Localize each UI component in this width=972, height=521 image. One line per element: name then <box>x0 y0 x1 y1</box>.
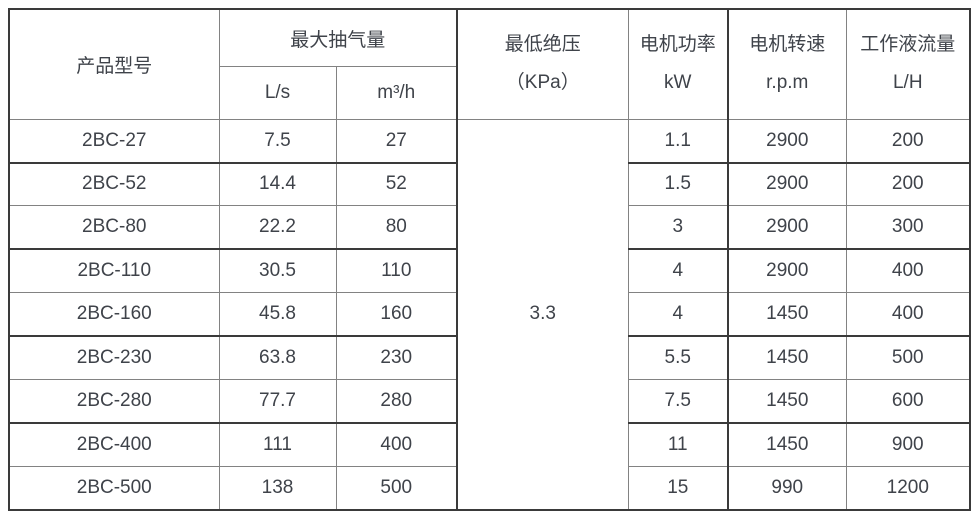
m3h-cell: 160 <box>335 292 459 338</box>
m3h-cell: 52 <box>335 161 459 207</box>
model-cell: 2BC-27 <box>8 118 220 164</box>
flow-cell: 900 <box>845 422 971 467</box>
min-abs-pressure-value-cell: 3.3 <box>456 118 629 511</box>
model-cell: 2BC-230 <box>8 335 220 381</box>
flow-cell: 200 <box>845 161 971 207</box>
ls-cell: 7.5 <box>218 118 337 164</box>
model-cell: 2BC-280 <box>8 379 220 425</box>
motor-speed-label: 电机转速 <box>749 34 826 56</box>
rpm-cell: 1450 <box>727 335 847 381</box>
rpm-cell: 1450 <box>727 422 847 467</box>
col-header-unit-ls: L/s <box>218 66 337 120</box>
rpm-cell: 1450 <box>727 379 847 425</box>
kw-cell: 11 <box>627 422 730 467</box>
rpm-cell: 2900 <box>727 161 847 207</box>
ls-cell: 138 <box>218 465 337 511</box>
table-row: 2BC-52 14.4 52 1.5 2900 200 <box>8 161 971 207</box>
rpm-cell: 2900 <box>727 205 847 251</box>
flow-cell: 400 <box>845 292 971 338</box>
table-row: 2BC-160 45.8 160 4 1450 400 <box>8 292 971 338</box>
motor-speed-unit: r.p.m <box>766 72 809 94</box>
product-spec-table: 产品型号 最大抽气量 最低绝压 （KPa） 电机功率 kW 电机转速 r.p.m… <box>8 8 972 511</box>
flow-cell: 200 <box>845 118 971 164</box>
ls-cell: 63.8 <box>218 335 337 381</box>
rpm-cell: 2900 <box>727 248 847 294</box>
ls-cell: 111 <box>218 422 337 467</box>
m3h-cell: 80 <box>335 205 459 251</box>
model-cell: 2BC-400 <box>8 422 220 467</box>
flow-cell: 500 <box>845 335 971 381</box>
kw-cell: 1.5 <box>627 161 730 207</box>
col-header-product-model: 产品型号 <box>8 8 220 120</box>
ls-cell: 22.2 <box>218 205 337 251</box>
model-cell: 2BC-80 <box>8 205 220 251</box>
kw-cell: 7.5 <box>627 379 730 425</box>
model-cell: 2BC-110 <box>8 248 220 294</box>
kw-cell: 15 <box>627 465 730 511</box>
flow-cell: 400 <box>845 248 971 294</box>
rpm-cell: 1450 <box>727 292 847 338</box>
min-abs-pressure-label: 最低绝压 <box>504 34 581 56</box>
m3h-cell: 400 <box>335 422 459 467</box>
table-row: 2BC-80 22.2 80 3 2900 300 <box>8 205 971 251</box>
ls-cell: 45.8 <box>218 292 337 338</box>
m3h-cell: 110 <box>335 248 459 294</box>
table-row: 2BC-230 63.8 230 5.5 1450 500 <box>8 335 971 381</box>
table-row: 2BC-110 30.5 110 4 2900 400 <box>8 248 971 294</box>
model-cell: 2BC-52 <box>8 161 220 207</box>
col-header-motor-power: 电机功率 kW <box>627 8 730 120</box>
flow-cell: 300 <box>845 205 971 251</box>
rpm-cell: 990 <box>727 465 847 511</box>
ls-cell: 14.4 <box>218 161 337 207</box>
header-row-1: 产品型号 最大抽气量 最低绝压 （KPa） 电机功率 kW 电机转速 r.p.m… <box>8 8 971 120</box>
col-header-unit-m3h: m³/h <box>335 66 459 120</box>
table-row: 2BC-280 77.7 280 7.5 1450 600 <box>8 379 971 425</box>
col-header-min-abs-pressure: 最低绝压 （KPa） <box>456 8 629 120</box>
table-row: 2BC-27 7.5 27 3.3 1.1 2900 200 <box>8 118 971 511</box>
flow-cell: 1200 <box>845 465 971 511</box>
min-abs-pressure-unit: （KPa） <box>505 72 580 94</box>
header-row-2: L/s m³/h <box>9 66 970 120</box>
m3h-cell: 500 <box>335 465 459 511</box>
rpm-cell: 2900 <box>727 118 847 164</box>
working-fluid-flow-unit: L/H <box>892 72 923 94</box>
kw-cell: 5.5 <box>627 335 730 381</box>
motor-power-label: 电机功率 <box>639 34 716 56</box>
kw-cell: 1.1 <box>627 118 730 164</box>
m3h-cell: 280 <box>335 379 459 425</box>
kw-cell: 4 <box>627 248 730 294</box>
flow-cell: 600 <box>845 379 971 425</box>
table-row: 2BC-500 138 500 15 990 1200 <box>8 465 971 511</box>
model-cell: 2BC-160 <box>8 292 220 338</box>
m3h-cell: 27 <box>335 118 459 164</box>
working-fluid-flow-label: 工作液流量 <box>860 34 956 56</box>
col-header-working-fluid-flow: 工作液流量 L/H <box>845 8 971 120</box>
table-row: 2BC-400 111 400 11 1450 900 <box>8 422 971 467</box>
ls-cell: 77.7 <box>218 379 337 425</box>
col-header-motor-speed: 电机转速 r.p.m <box>727 8 847 120</box>
kw-cell: 3 <box>627 205 730 251</box>
kw-cell: 4 <box>627 292 730 338</box>
model-cell: 2BC-500 <box>8 465 220 511</box>
ls-cell: 30.5 <box>218 248 337 294</box>
m3h-cell: 230 <box>335 335 459 381</box>
motor-power-unit: kW <box>664 72 692 94</box>
col-header-max-pumping-capacity: 最大抽气量 <box>218 8 459 68</box>
